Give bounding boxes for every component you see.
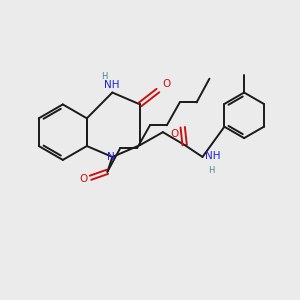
Text: H: H	[208, 166, 214, 175]
Text: H: H	[101, 72, 108, 81]
Text: O: O	[79, 174, 88, 184]
Text: N: N	[107, 152, 115, 162]
Text: O: O	[170, 129, 179, 139]
Text: NH: NH	[206, 151, 221, 161]
Text: O: O	[162, 79, 170, 88]
Text: NH: NH	[103, 80, 119, 90]
